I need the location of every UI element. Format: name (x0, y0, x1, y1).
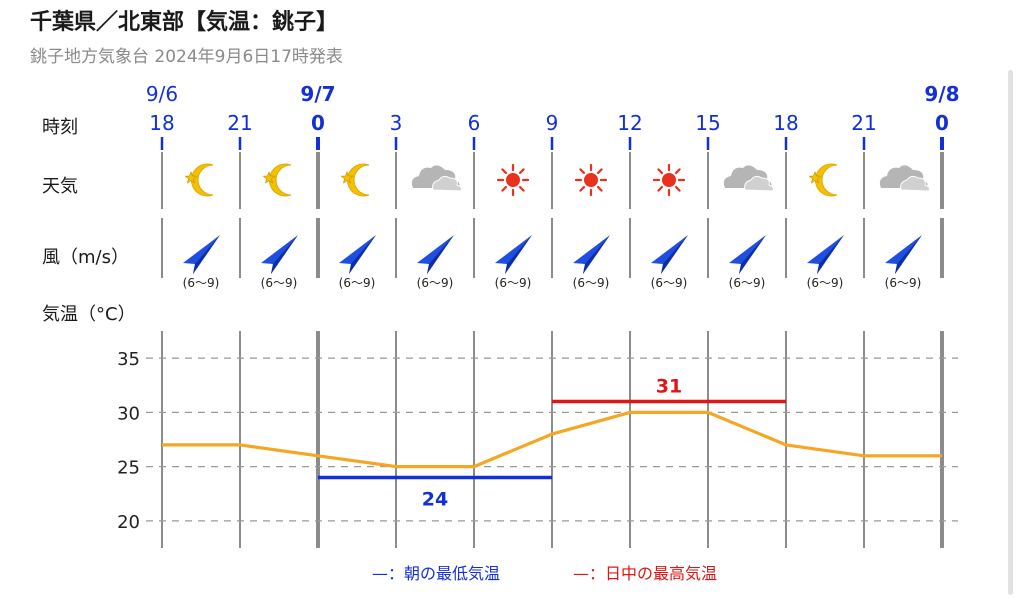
hour-label: 18 (773, 111, 798, 135)
temp-row-label: 気温（°C） (42, 304, 136, 325)
weather-row-label: 天気 (42, 176, 78, 197)
y-tick-label: 20 (117, 512, 140, 533)
wind-speed-label: (6〜9) (417, 276, 454, 290)
hour-label: 21 (851, 111, 876, 135)
wind-arrow-icon (183, 235, 220, 274)
wind-arrow-icon (417, 235, 454, 274)
wind-arrow-icon (729, 235, 766, 274)
date-label: 9/8 (924, 82, 959, 106)
y-tick-label: 25 (117, 458, 140, 479)
hour-label: 21 (227, 111, 252, 135)
legend-max-temp: —：日中の最高気温 (573, 560, 717, 584)
cloud-icon (723, 165, 774, 192)
hour-label: 0 (311, 111, 325, 135)
wind-speed-label: (6〜9) (339, 276, 376, 290)
hour-label: 3 (390, 111, 403, 135)
sun-icon (652, 163, 686, 197)
sun-icon (574, 163, 608, 197)
sun-icon (496, 163, 530, 197)
max-temp-label: 31 (656, 376, 682, 398)
wind-arrow-icon (339, 235, 376, 274)
date-label: 9/7 (300, 82, 335, 106)
wind-arrow-icon (885, 235, 922, 274)
legend-min-temp: —：朝の最低気温 (372, 560, 500, 584)
page-title: 千葉県／北東部【気温：銚子】 (30, 10, 339, 35)
hour-label: 12 (617, 111, 642, 135)
hour-label: 0 (935, 111, 949, 135)
min-temp-label: 24 (422, 488, 448, 510)
wind-speed-label: (6〜9) (885, 276, 922, 290)
y-tick-label: 35 (117, 349, 140, 370)
wind-row-label: 風（m/s） (42, 247, 129, 268)
wind-arrow-icon (261, 235, 298, 274)
forecast-issuer: 銚子地方気象台 2024年9月6日17時発表 (30, 47, 343, 67)
vertical-scrollbar[interactable] (1008, 70, 1013, 595)
wind-arrow-icon (495, 235, 532, 274)
time-row-label: 時刻 (42, 117, 78, 138)
y-tick-label: 30 (117, 403, 140, 424)
hour-label: 6 (468, 111, 481, 135)
wind-speed-label: (6〜9) (495, 276, 532, 290)
wind-speed-label: (6〜9) (183, 276, 220, 290)
cloud-icon (879, 165, 930, 192)
moon-star-icon (808, 163, 838, 197)
hour-label: 18 (149, 111, 174, 135)
wind-arrow-icon (807, 235, 844, 274)
hour-label: 15 (695, 111, 720, 135)
temperature-line (162, 410, 942, 469)
date-label: 9/6 (146, 82, 178, 106)
wind-arrow-icon (651, 235, 688, 274)
wind-speed-label: (6〜9) (807, 276, 844, 290)
legend-max-text: —：日中の最高気温 (573, 564, 718, 583)
moon-star-icon (262, 163, 292, 197)
hour-label: 9 (546, 111, 559, 135)
legend-min-text: —：朝の最低気温 (372, 564, 501, 583)
moon-star-icon (340, 163, 370, 197)
wind-speed-label: (6〜9) (261, 276, 298, 290)
moon-star-icon (184, 163, 214, 197)
wind-speed-label: (6〜9) (651, 276, 688, 290)
wind-speed-label: (6〜9) (573, 276, 610, 290)
wind-arrow-icon (573, 235, 610, 274)
wind-speed-label: (6〜9) (729, 276, 766, 290)
cloud-icon (411, 165, 462, 192)
